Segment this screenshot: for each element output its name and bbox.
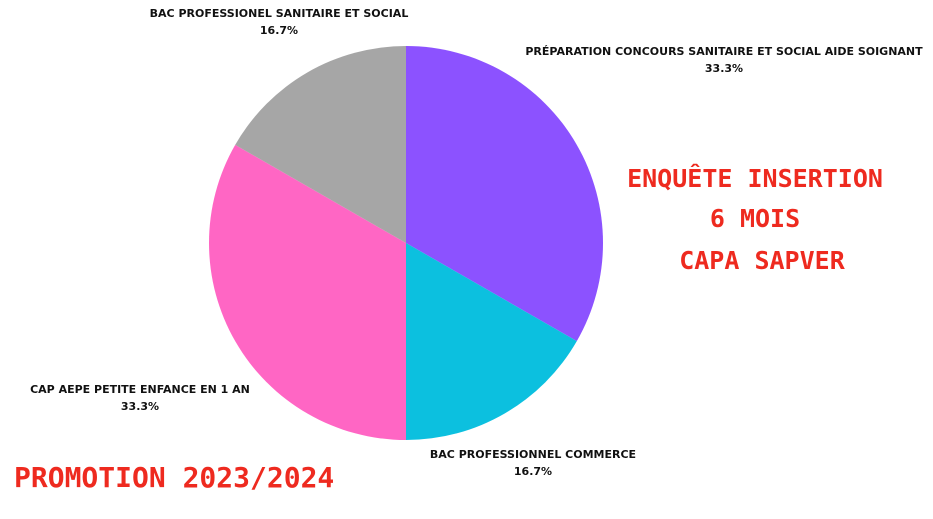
slice-value: 33.3% bbox=[705, 62, 743, 75]
slice-value: 16.7% bbox=[260, 24, 298, 37]
pie-slice bbox=[235, 46, 406, 243]
annotation: PROMOTION 2023/2024 bbox=[14, 461, 334, 494]
pie-slice bbox=[406, 46, 603, 342]
slice-label: BAC PROFESSIONEL SANITAIRE ET SOCIAL bbox=[150, 7, 409, 20]
pie-slice bbox=[209, 144, 406, 440]
annotation: CAPA SAPVER bbox=[679, 246, 846, 275]
slice-value: 16.7% bbox=[514, 465, 552, 478]
slice-label: CAP AEPE PETITE ENFANCE EN 1 AN bbox=[30, 383, 250, 396]
slice-label: PRÉPARATION CONCOURS SANITAIRE ET SOCIAL… bbox=[525, 45, 923, 58]
slice-value: 33.3% bbox=[121, 400, 159, 413]
slice-label: BAC PROFESSIONNEL COMMERCE bbox=[430, 448, 636, 461]
annotation: ENQUÊTE INSERTION bbox=[627, 164, 883, 193]
annotation: 6 MOIS bbox=[710, 204, 800, 233]
pie-slice bbox=[406, 243, 577, 440]
